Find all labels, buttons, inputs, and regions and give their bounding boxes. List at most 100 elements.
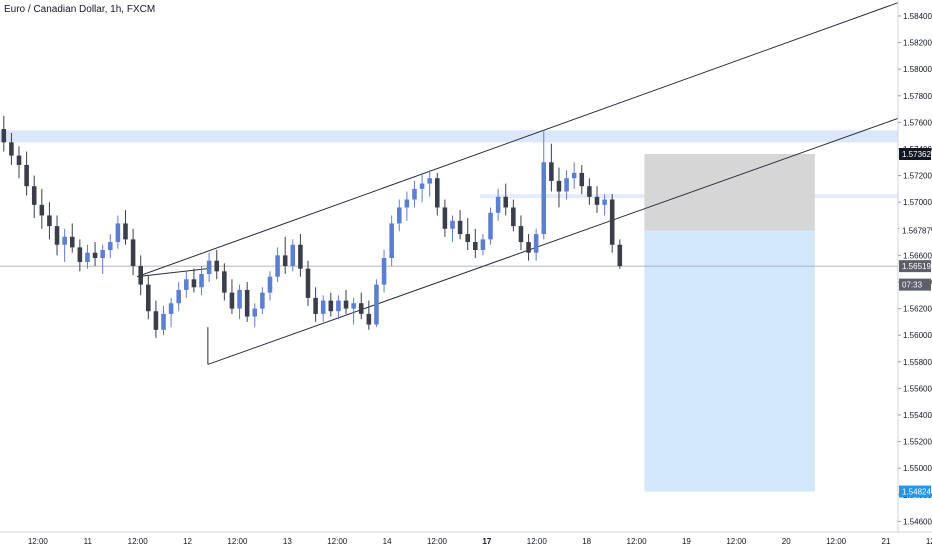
candle[interactable] [488, 212, 493, 240]
candle[interactable] [146, 284, 151, 312]
candle[interactable] [404, 199, 410, 208]
candle[interactable] [351, 303, 356, 309]
chart-title: Euro / Canadian Dollar, 1h, FXCM [4, 4, 156, 15]
candle[interactable] [594, 196, 600, 205]
channel-upper-line[interactable] [137, 2, 899, 278]
candle[interactable] [168, 303, 174, 314]
candle[interactable] [244, 289, 250, 317]
price-label-box [899, 148, 931, 161]
candle[interactable] [275, 255, 280, 277]
take-profit-zone[interactable] [644, 230, 815, 492]
candle[interactable] [47, 215, 52, 227]
candle[interactable] [176, 289, 181, 304]
candle[interactable] [495, 196, 501, 213]
time-tick-label: 12:00 [427, 537, 448, 546]
candle[interactable] [9, 142, 14, 156]
candle[interactable] [305, 268, 311, 298]
price-label-box [899, 485, 931, 498]
time-tick-day: 12 [183, 537, 192, 546]
candle[interactable] [579, 172, 585, 187]
candle[interactable] [328, 300, 334, 312]
candle[interactable] [107, 242, 113, 251]
candle[interactable] [260, 292, 265, 309]
candle[interactable] [206, 260, 212, 274]
candle[interactable] [533, 234, 539, 253]
candle[interactable] [617, 244, 623, 266]
candle[interactable] [381, 258, 387, 285]
candle[interactable] [39, 204, 45, 216]
candle[interactable] [290, 244, 296, 266]
candle[interactable] [358, 303, 364, 314]
channel-top-connector[interactable] [137, 268, 208, 278]
candle[interactable] [229, 292, 235, 309]
candle[interactable] [503, 196, 509, 208]
candle[interactable] [115, 223, 121, 243]
candle[interactable] [457, 220, 463, 235]
candle[interactable] [587, 186, 592, 197]
candle[interactable] [396, 207, 402, 224]
candle[interactable] [435, 178, 440, 208]
candle[interactable] [92, 252, 98, 259]
candle[interactable] [442, 207, 448, 229]
price-tick-label: 1.57600 [903, 118, 932, 127]
candle[interactable] [298, 244, 303, 269]
candle[interactable] [450, 220, 455, 229]
candle[interactable] [366, 313, 372, 325]
candle[interactable] [184, 279, 189, 290]
candle[interactable] [518, 226, 524, 243]
candle[interactable] [16, 155, 22, 165]
channel-lower-line[interactable] [207, 117, 899, 365]
resistance-zone[interactable] [0, 130, 898, 143]
candle[interactable] [282, 255, 288, 266]
time-tick-label: 12:00 [627, 537, 648, 546]
candle[interactable] [336, 300, 341, 312]
candle[interactable] [161, 313, 166, 330]
candle[interactable] [549, 162, 554, 181]
candle[interactable] [465, 234, 470, 243]
candle[interactable] [313, 297, 318, 314]
candle[interactable] [609, 199, 615, 245]
candle[interactable] [214, 260, 220, 272]
candle[interactable] [31, 186, 37, 205]
candle[interactable] [374, 284, 379, 325]
candle[interactable] [62, 236, 67, 245]
candle[interactable] [389, 223, 394, 259]
candle[interactable] [130, 239, 136, 266]
candle[interactable] [237, 289, 242, 309]
stop-loss-zone[interactable] [644, 154, 815, 231]
candle[interactable] [100, 250, 105, 259]
candle[interactable] [77, 247, 83, 263]
candle[interactable] [252, 308, 258, 317]
candle[interactable] [427, 178, 432, 184]
time-tick-day: 21 [882, 537, 891, 546]
candle[interactable] [69, 236, 75, 248]
candle[interactable] [419, 183, 425, 189]
candle[interactable] [602, 199, 607, 205]
candle[interactable] [480, 239, 486, 251]
candle[interactable] [526, 242, 531, 253]
candle[interactable] [267, 276, 273, 293]
candle[interactable] [564, 178, 569, 192]
candle[interactable] [343, 300, 349, 309]
candle[interactable] [541, 162, 547, 235]
candle[interactable] [556, 180, 562, 192]
candle[interactable] [199, 273, 204, 288]
candle[interactable] [24, 164, 29, 187]
candle[interactable] [85, 252, 90, 263]
candle[interactable] [54, 226, 60, 245]
candle[interactable] [222, 271, 227, 293]
candle[interactable] [191, 279, 197, 288]
price-tick-label: 1.57200 [903, 172, 932, 181]
candle[interactable] [123, 223, 128, 240]
candle[interactable] [153, 311, 159, 330]
candle[interactable] [1, 129, 7, 143]
candle[interactable] [571, 172, 577, 179]
candle[interactable] [320, 300, 326, 314]
candle[interactable] [473, 242, 478, 251]
candle[interactable] [138, 266, 143, 285]
time-tick-day: 19 [682, 537, 691, 546]
candle[interactable] [511, 207, 516, 227]
time-tick-label: 12:00 [227, 537, 248, 546]
candle[interactable] [412, 188, 417, 200]
